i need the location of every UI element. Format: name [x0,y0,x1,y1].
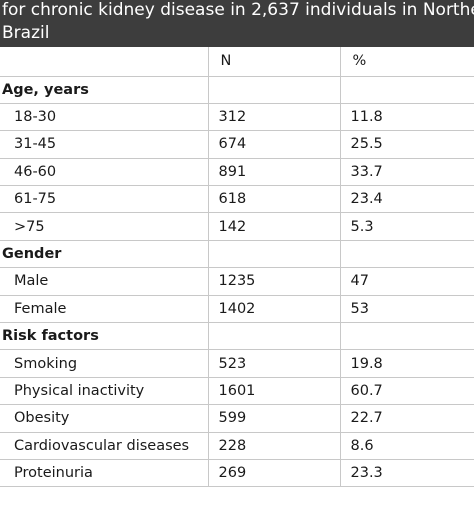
row-label: Male [0,267,208,296]
section-empty-cell [207,76,340,104]
row-n-value: 618 [207,185,340,214]
row-pct-value: 11.8 [339,103,474,132]
table-row: >75 142 5.3 [0,212,474,241]
row-pct-value: 23.3 [339,459,474,488]
row-pct-value: 19.8 [339,349,474,378]
table-row: 46-60 891 33.7 [0,158,474,187]
section-row: Risk factors [0,322,474,351]
row-label: Smoking [0,349,208,378]
row-pct-value: 8.6 [339,432,474,460]
row-label: Obesity [0,404,208,433]
row-pct-value: 5.3 [339,212,474,241]
row-n-value: 269 [207,459,340,488]
row-n-value: 142 [207,212,340,241]
row-n-value: 1235 [207,267,340,296]
row-label: Female [0,295,208,324]
row-n-value: 1601 [207,377,340,406]
row-label: 18-30 [0,103,208,132]
row-pct-value: 53 [339,295,474,324]
row-pct-value: 60.7 [339,377,474,406]
table-row: Proteinuria 269 23.3 [0,459,474,488]
row-label: 61-75 [0,185,208,214]
table-row: 31-45 674 25.5 [0,130,474,159]
row-n-value: 523 [207,349,340,378]
section-row: Gender [0,240,474,269]
row-n-value: 599 [207,404,340,433]
row-n-value: 312 [207,103,340,132]
table-caption: for chronic kidney disease in 2,637 indi… [0,0,474,47]
section-label: Age, years [0,76,208,104]
row-pct-value: 33.7 [339,158,474,187]
row-pct-value: 23.4 [339,185,474,214]
table-row: Cardiovascular diseases 228 8.6 [0,432,474,460]
table-row: Obesity 599 22.7 [0,404,474,433]
row-pct-value: 47 [339,267,474,296]
row-n-value: 674 [207,130,340,159]
row-n-value: 891 [207,158,340,187]
row-n-value: 1402 [207,295,340,324]
row-pct-value: 25.5 [339,130,474,159]
table-row: 61-75 618 23.4 [0,185,474,214]
row-label: Proteinuria [0,459,208,488]
header-cell-n: N [207,47,340,77]
row-label: 46-60 [0,158,208,187]
table-row: Female 1402 53 [0,295,474,324]
header-cell-label [0,47,208,77]
header-row: N % [0,47,474,77]
caption-line-1: for chronic kidney disease in 2,637 indi… [2,0,474,20]
table-row: Smoking 523 19.8 [0,349,474,378]
table-row: Male 1235 47 [0,267,474,296]
row-pct-value: 22.7 [339,404,474,433]
row-label: >75 [0,212,208,241]
table-row: Physical inactivity 1601 60.7 [0,377,474,406]
section-label: Gender [0,240,208,269]
table-row: 18-30 312 11.8 [0,103,474,132]
row-label: 31-45 [0,130,208,159]
section-row: Age, years [0,76,474,104]
section-empty-cell [207,240,340,269]
section-empty-cell [339,322,474,351]
data-table: N % Age, years 18-30 312 11.8 31-45 674 25.5 46… [0,47,474,488]
section-label: Risk factors [0,322,208,351]
caption-line-2: Brazil [2,23,50,43]
row-label: Physical inactivity [0,377,208,406]
row-label: Cardiovascular diseases [0,432,208,460]
section-empty-cell [339,76,474,104]
header-cell-pct: % [339,47,474,77]
row-n-value: 228 [207,432,340,460]
section-empty-cell [207,322,340,351]
section-empty-cell [339,240,474,269]
